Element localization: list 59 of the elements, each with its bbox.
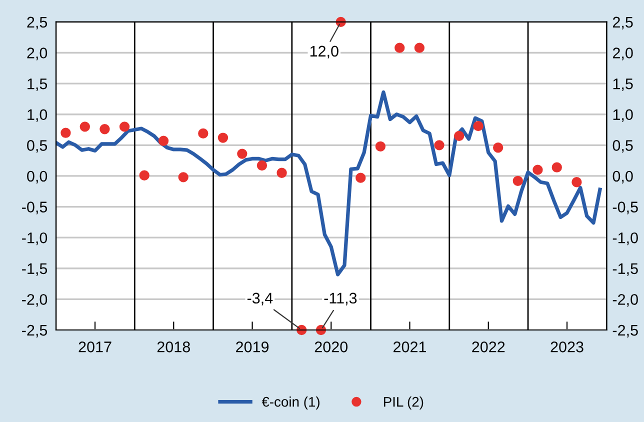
y-tick-label: -1,5 [22, 263, 48, 276]
point [100, 124, 110, 134]
point [492, 142, 504, 153]
y2-tick-label: -2,5 [612, 324, 638, 338]
y-tick-label: 2,5 [27, 16, 48, 30]
x-tick-label: 2022 [472, 342, 505, 352]
point [375, 141, 386, 152]
point [237, 148, 248, 159]
y2-tick-label: 1,0 [613, 109, 633, 122]
legend-label: PIL (2) [384, 396, 424, 410]
point [276, 168, 287, 178]
point [256, 160, 268, 171]
point [60, 128, 71, 138]
point [552, 162, 562, 172]
y-tick-label: -2,0 [22, 294, 48, 307]
y-tick-label: -0,5 [22, 202, 48, 214]
point [80, 122, 90, 132]
y2-tick-label: 0,5 [612, 140, 633, 153]
y-tick-label: -1,0 [22, 232, 48, 246]
point [572, 177, 582, 188]
point [198, 128, 208, 139]
y-tick-label: 0,5 [27, 140, 48, 153]
x-tick-label: 2020 [314, 342, 348, 352]
y-tick-label: 0,0 [27, 170, 48, 184]
annotation: 12,0 [310, 46, 338, 58]
y2-tick-label: -0,5 [612, 202, 638, 214]
annotation: -11,3 [324, 292, 357, 306]
point [218, 132, 228, 143]
x-tick-label: 2023 [550, 342, 584, 352]
legend-label: €-coin (1) [262, 396, 320, 410]
y-tick-label: 1,0 [28, 109, 48, 122]
point [119, 122, 130, 132]
y2-tick-label: -1,0 [612, 232, 638, 246]
point [532, 164, 543, 175]
y-tick-label: -2,5 [22, 324, 48, 338]
y-tick-label: 2,0 [27, 48, 48, 60]
y2-tick-label: 2,5 [612, 16, 633, 30]
y-tick-label: 1,5 [28, 78, 48, 92]
y2-tick-label: -1,5 [612, 263, 638, 276]
y2-tick-label: 1,5 [613, 78, 633, 92]
point [394, 42, 405, 53]
x-tick-label: 2017 [78, 342, 112, 352]
x-tick-label: 2021 [394, 342, 426, 352]
annotation: -3,4 [247, 292, 273, 306]
point [454, 130, 464, 142]
y2-tick-label: -2,0 [612, 294, 638, 307]
point [178, 172, 188, 182]
y2-tick-label: 2,0 [612, 48, 633, 60]
point [158, 136, 169, 146]
point [473, 120, 484, 132]
point [434, 140, 444, 150]
x-tick-label: 2019 [236, 342, 269, 352]
point [356, 172, 366, 183]
line-series [56, 90, 602, 276]
point [512, 176, 523, 186]
x-tick-label: 2018 [157, 342, 190, 352]
point [139, 170, 150, 180]
y2-tick-label: 0,0 [612, 170, 633, 184]
point [414, 42, 425, 53]
